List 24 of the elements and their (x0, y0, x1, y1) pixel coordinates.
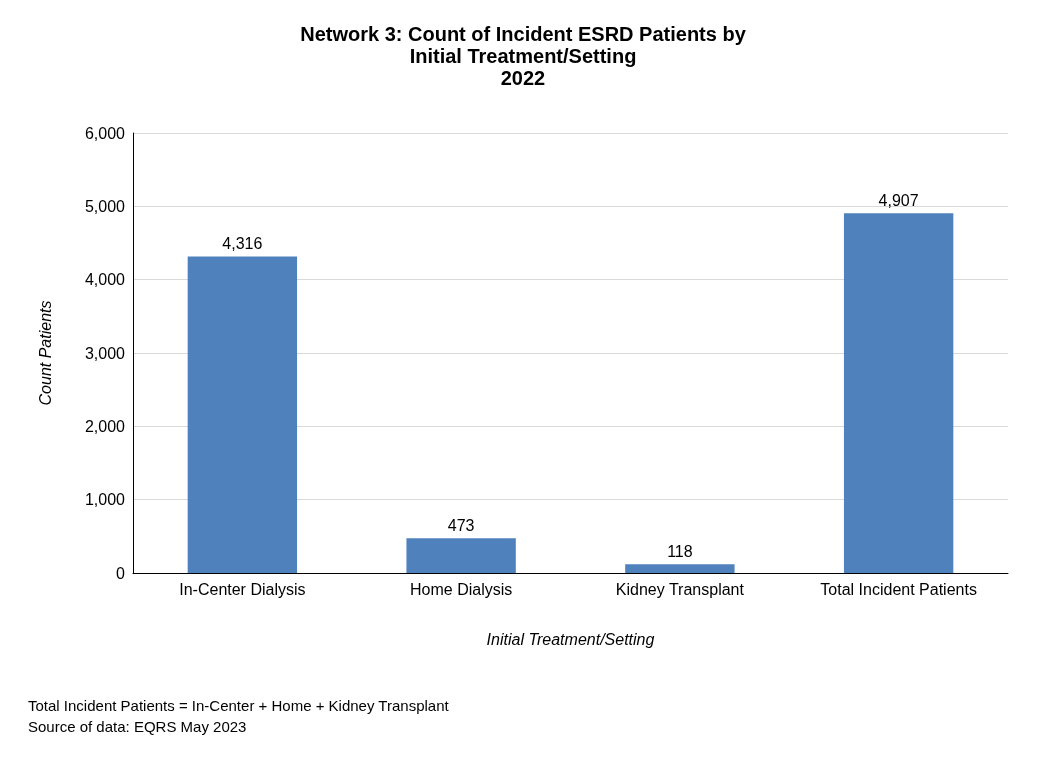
y-tick-label: 0 (116, 564, 126, 582)
x-axis-title: Initial Treatment/Setting (486, 630, 655, 648)
y-tick-label: 1,000 (84, 491, 126, 509)
y-tick-label: 3,000 (84, 344, 126, 362)
y-tick-label: 6,000 (84, 124, 126, 142)
y-tick-label: 4,000 (84, 271, 126, 289)
data-label: 118 (667, 542, 693, 560)
bar (406, 538, 516, 573)
y-axis-title: Count Patients (36, 300, 54, 406)
text: Total Incident Patients = In-Center + Home + Kidney Transplant (28, 697, 450, 714)
y-tick-label: 5,000 (84, 197, 126, 215)
x-tick-label: In-Center Dialysis (179, 580, 306, 598)
data-label: 4,316 (222, 234, 263, 252)
x-tick-label: Kidney Transplant (615, 580, 745, 598)
bar (187, 256, 298, 573)
bar (625, 564, 735, 573)
x-tick-label: Total Incident Patients (820, 580, 977, 598)
x-tick-label: Home Dialysis (410, 580, 513, 598)
source-note: Source of data: EQRS May 2023 (28, 718, 247, 735)
data-label: 473 (447, 516, 475, 534)
bar (843, 213, 954, 573)
y-tick-label: 2,000 (84, 417, 126, 435)
chart-title: Network 3: Count of Incident ESRD Patients by Initial Treatment/Setting 2022 (300, 23, 747, 89)
data-label: 4,907 (878, 191, 919, 209)
